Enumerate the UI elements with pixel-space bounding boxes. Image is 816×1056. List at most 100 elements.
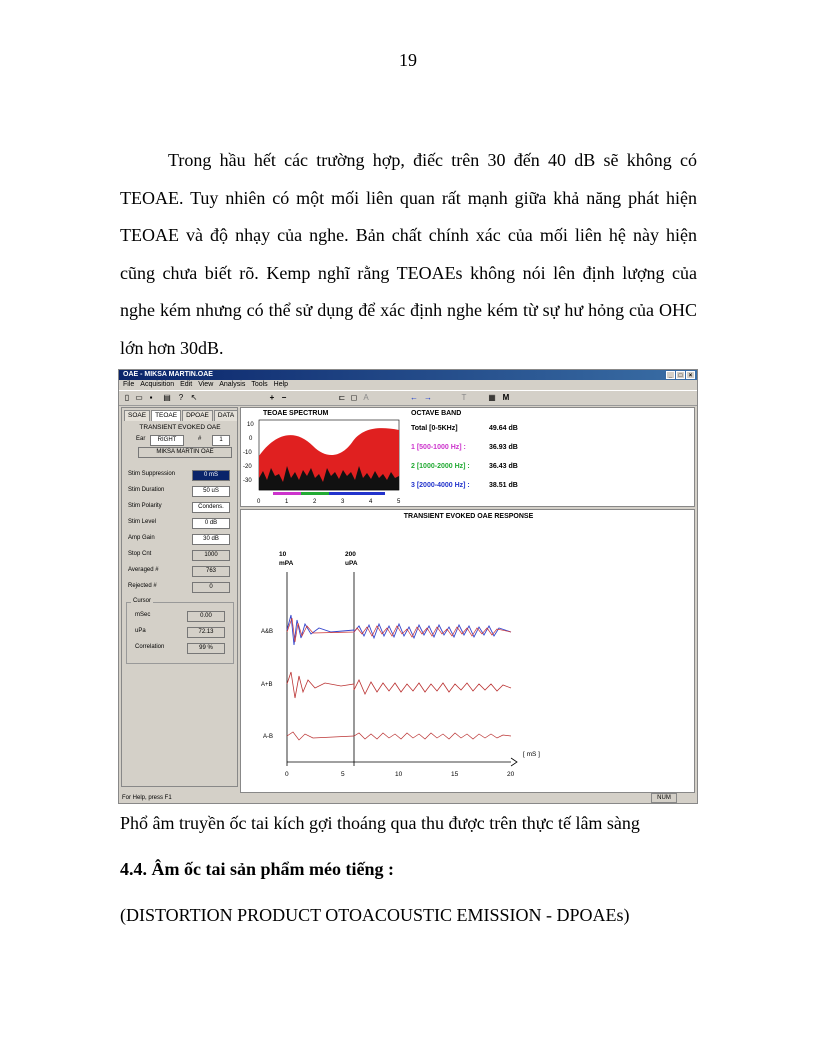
response-plot: 10 mPA 200 uPA A&B A+B A-B 0 5 10 15 20 …	[261, 551, 540, 778]
teoae-response-panel: TRANSIENT EVOKED OAE RESPONSE 10 mPA 200…	[240, 509, 695, 793]
cursor-correlation: 99 %	[187, 643, 225, 654]
tab-soae[interactable]: SOAE	[124, 410, 151, 421]
time-tick: 0	[285, 771, 289, 778]
minus-icon[interactable]: −	[281, 393, 287, 402]
trace-label-a-plus-b: A+B	[261, 682, 273, 688]
menu-bar: File Acquisition Edit View Analysis Tool…	[119, 380, 697, 390]
help-icon[interactable]: ?	[178, 393, 184, 402]
channel-c-icon[interactable]: ⊏	[338, 393, 346, 402]
menu-file[interactable]: File	[123, 381, 135, 388]
tab-teoae[interactable]: TEOAE	[151, 410, 182, 421]
marker-icon[interactable]: T	[461, 393, 467, 402]
field-label: Stim Level	[128, 519, 157, 525]
print-icon[interactable]: ▤	[163, 393, 171, 402]
x-tick: 3	[341, 499, 345, 505]
y-tick: 10	[247, 422, 254, 428]
maximize-icon[interactable]: □	[676, 371, 685, 379]
x-tick: 5	[397, 499, 401, 505]
ear-select[interactable]: RIGHT	[150, 435, 184, 446]
settings-panel: SOAE TEOAE DPOAE DATA TRANSIENT EVOKED O…	[121, 407, 239, 787]
amp-gain-select[interactable]: 30 dB	[192, 534, 230, 545]
section-heading: 4.4. Âm ốc tai sản phẩm méo tiếng :	[120, 859, 394, 879]
response-title: TRANSIENT EVOKED OAE RESPONSE	[403, 513, 534, 520]
hash-label: #	[198, 436, 202, 442]
scale-right-unit: uPA	[345, 560, 358, 567]
cursor-group: Cursor mSec 0.00 uPa 72.13 Correlation 9…	[126, 598, 234, 664]
channel-a-icon[interactable]: A	[363, 393, 369, 402]
figure-caption: Phổ âm truyền ốc tai kích gợi thoáng qua…	[120, 813, 640, 833]
new-file-icon[interactable]: ▯	[124, 393, 130, 402]
menu-acquisition[interactable]: Acquisition	[140, 381, 175, 388]
ear-label: Ear	[136, 436, 146, 442]
trace-label-a-minus-b: A-B	[263, 734, 273, 740]
rejected-count: 0	[192, 582, 230, 593]
status-text: For Help, press F1	[122, 795, 172, 801]
time-unit: [ mS ]	[523, 751, 540, 758]
octave-label-band-3: 3 [2000-4000 Hz] :	[411, 482, 470, 489]
octave-value-total: 49.64 dB	[489, 425, 518, 432]
panel-title: TRANSIENT EVOKED OAE	[139, 424, 221, 431]
menu-view[interactable]: View	[198, 381, 214, 388]
trace-ab-red	[286, 617, 512, 643]
minimize-icon[interactable]: _	[666, 371, 675, 379]
spectrum-plot: 10 0 -10 -20 -30 0 1 2 3 4 5	[243, 419, 401, 505]
stim-level-select[interactable]: 0 dB	[192, 518, 230, 529]
ear-number-stepper[interactable]: 1	[212, 435, 230, 446]
field-label: Stop Cnt	[128, 551, 152, 557]
page-number: 19	[399, 50, 417, 70]
save-icon[interactable]: ▪	[149, 393, 153, 402]
tab-data[interactable]: DATA	[213, 410, 239, 421]
channel-o-icon[interactable]: ◻	[350, 393, 358, 402]
y-tick: -10	[243, 450, 252, 456]
field-label: mSec	[135, 612, 151, 618]
menu-help[interactable]: Help	[273, 381, 289, 388]
x-tick: 1	[285, 499, 289, 505]
field-label: Correlation	[135, 644, 165, 650]
x-tick: 4	[369, 499, 373, 505]
y-tick: -20	[243, 464, 252, 470]
arrow-left-icon[interactable]: ←	[410, 393, 418, 402]
field-label: Averaged #	[128, 567, 159, 573]
cursor-upa: 72.13	[187, 627, 225, 638]
time-tick: 15	[451, 771, 459, 778]
paragraph-text: Trong hầu hết các trường hợp, điếc trên …	[120, 150, 697, 358]
band-2-bar	[301, 492, 329, 495]
menu-tools[interactable]: Tools	[251, 381, 268, 388]
octave-value-band-1: 36.93 dB	[489, 444, 518, 451]
menu-analysis[interactable]: Analysis	[219, 381, 246, 388]
trace-label-ab: A&B	[261, 629, 273, 635]
field-label: Stim Duration	[128, 487, 165, 493]
trace-a-minus-b	[286, 731, 512, 741]
teoae-spectrum-panel: TEOAE SPECTRUM 10 0 -10 -20 -30 0 1 2 3 …	[240, 407, 695, 507]
cursor-msec: 0.00	[187, 611, 225, 622]
trace-a-plus-b	[286, 671, 512, 699]
tab-dpoae[interactable]: DPOAE	[182, 410, 213, 421]
octave-value-band-3: 38.51 dB	[489, 482, 518, 489]
octave-label-band-2: 2 [1000-2000 Hz] :	[411, 463, 470, 470]
time-tick: 5	[341, 771, 345, 778]
context-help-icon[interactable]: ↖	[190, 393, 198, 402]
octave-value-band-2: 36.43 dB	[489, 463, 518, 470]
window-title: OAE - MIKSA MARTIN.OAE	[123, 371, 213, 378]
stim-polarity-select[interactable]: Condens.	[192, 502, 230, 513]
stim-duration-select[interactable]: 50 uS	[192, 486, 230, 497]
close-icon[interactable]: ×	[686, 371, 695, 379]
spectrum-noise-area	[259, 466, 399, 490]
report-icon[interactable]: ▦	[488, 393, 496, 402]
open-folder-icon[interactable]: ▭	[135, 393, 143, 402]
stop-count-field[interactable]: 1000	[192, 550, 230, 561]
band-3-bar	[329, 492, 385, 495]
averaged-count: 763	[192, 566, 230, 577]
oae-software-screenshot: OAE - MIKSA MARTIN.OAE _ □ × File Acquis…	[118, 369, 698, 804]
toolbar: ▯ ▭ ▪ ▤ ? ↖ + − ⊏ ◻ A ← → T ▦ M	[119, 390, 697, 406]
cursor-group-label: Cursor	[131, 598, 154, 604]
stim-suppression-select[interactable]: 0 mS	[192, 470, 230, 481]
plus-icon[interactable]: +	[269, 393, 275, 402]
arrow-right-icon[interactable]: →	[424, 393, 432, 402]
m-icon[interactable]: M	[502, 393, 510, 402]
menu-edit[interactable]: Edit	[180, 381, 193, 388]
time-tick: 20	[507, 771, 515, 778]
field-label: Stim Suppression	[128, 471, 176, 477]
octave-label-total: Total [0-5KHz]	[411, 425, 458, 432]
time-tick: 10	[395, 771, 403, 778]
